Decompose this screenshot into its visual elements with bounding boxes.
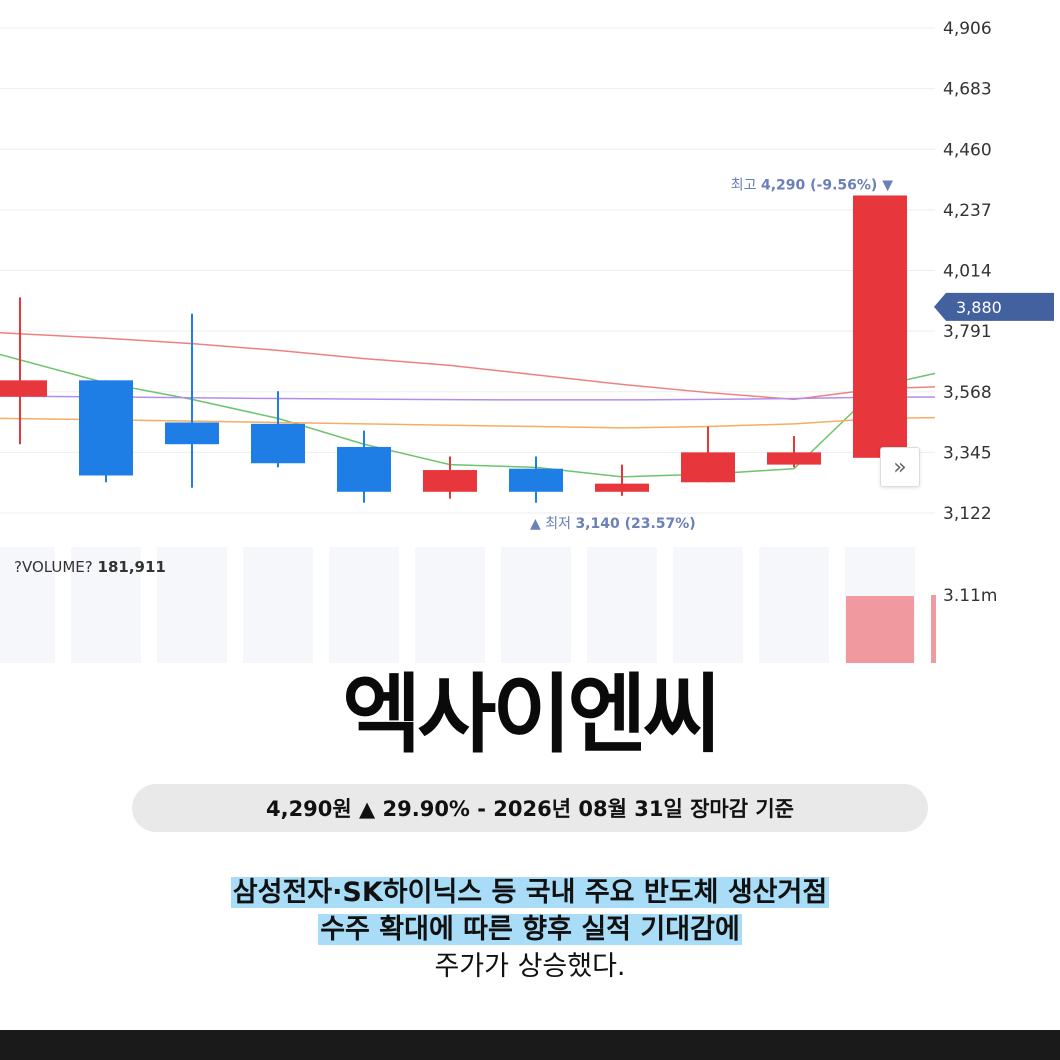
low-annotation: ▲ 최저 3,140 (23.57%) <box>530 516 696 532</box>
y-tick-label: 3,568 <box>943 383 992 403</box>
volume-bg-column <box>501 547 571 663</box>
moving-average-line <box>0 332 936 401</box>
volume-bg-column <box>759 547 829 663</box>
high-annotation: 최고 4,290 (-9.56%) ▼ <box>731 177 893 193</box>
candle-body <box>0 380 47 397</box>
volume-label: ?VOLUME? 181,911 <box>14 558 166 576</box>
description-line-1: 삼성전자·SK하이닉스 등 국내 주요 반도체 생산거점 <box>230 877 830 908</box>
volume-bar-partial <box>931 595 936 663</box>
volume-bg-column <box>329 547 399 663</box>
volume-tick-label: 3.11m <box>943 586 997 606</box>
current-price-tag <box>934 292 1054 321</box>
next-chevron-icon[interactable]: » <box>880 447 920 487</box>
candle-body <box>251 423 305 464</box>
volume-bg-column <box>0 547 55 663</box>
y-tick-label: 3,791 <box>943 322 992 342</box>
volume-bar <box>846 596 914 663</box>
candle-body <box>681 452 735 483</box>
volume-bg-column <box>673 547 743 663</box>
description-line-3: 주가가 상승했다. <box>434 951 626 982</box>
y-tick-label: 4,237 <box>943 201 992 221</box>
description: 삼성전자·SK하이닉스 등 국내 주요 반도체 생산거점 수주 확대에 따른 향… <box>0 874 1060 985</box>
volume-value: 181,911 <box>97 558 166 576</box>
chart-canvas: 4,906 4,683 4,460 4,237 4,014 3,791 3,568 3,345… <box>0 19 1054 663</box>
candle-body <box>423 470 477 492</box>
footer-bar <box>0 1030 1060 1060</box>
volume-bg-column <box>71 547 141 663</box>
candle-body <box>853 195 907 458</box>
y-tick-label: 4,683 <box>943 80 992 100</box>
price-info-badge: 4,290원 ▲ 29.90% - 2026년 08월 31일 장마감 기준 <box>132 784 928 832</box>
company-title: 엑사이엔씨 <box>342 665 722 765</box>
volume-bg-column <box>157 547 227 663</box>
y-tick-label: 3,345 <box>943 443 992 463</box>
y-tick-label: 4,460 <box>943 140 992 160</box>
price-info-text: 4,290원 ▲ 29.90% - 2026년 08월 31일 장마감 기준 <box>265 797 795 821</box>
moving-average-line <box>0 416 936 429</box>
volume-bg-column <box>587 547 657 663</box>
moving-average-line <box>0 395 936 401</box>
volume-bg-column <box>243 547 313 663</box>
current-price-label: 3,880 <box>956 298 1002 317</box>
y-tick-label: 3,122 <box>943 504 992 524</box>
candle-body <box>767 452 821 465</box>
candle-body <box>337 446 391 492</box>
y-tick-label: 4,014 <box>943 262 992 282</box>
candle-body <box>79 380 133 476</box>
candle-body <box>509 468 563 492</box>
volume-bg-column <box>415 547 485 663</box>
candle-body <box>165 422 219 445</box>
description-line-2: 수주 확대에 따른 향후 실적 기대감에 <box>318 914 742 945</box>
stock-chart: 4,906 4,683 4,460 4,237 4,014 3,791 3,568 3,345… <box>0 19 1054 663</box>
candle-body <box>595 483 649 492</box>
y-tick-label: 4,906 <box>943 19 992 39</box>
